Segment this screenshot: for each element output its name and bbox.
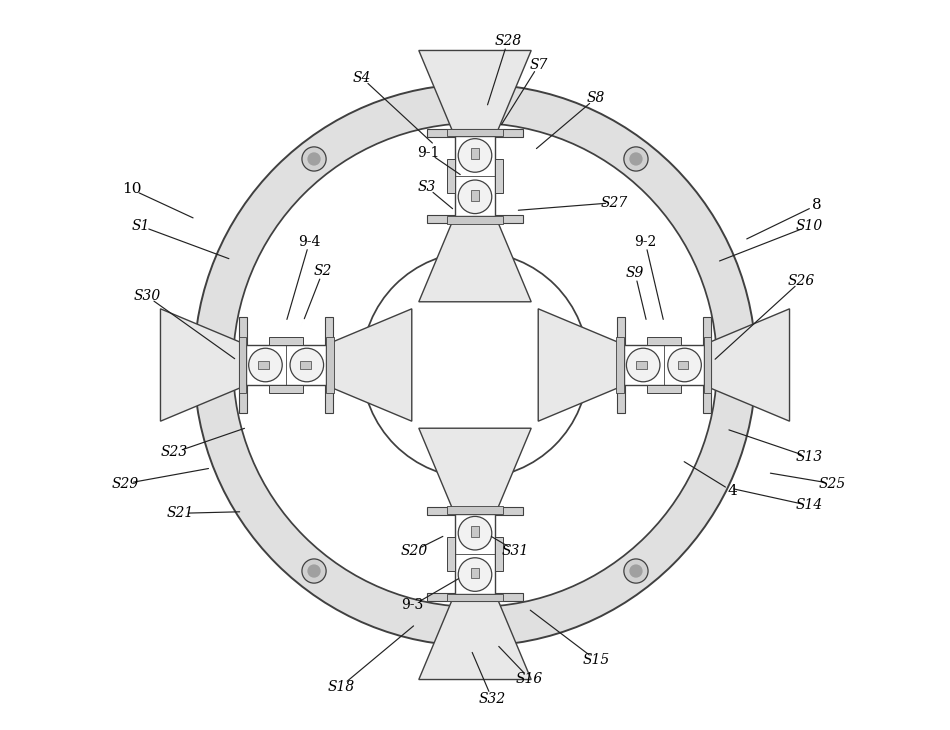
Text: S1: S1 bbox=[132, 219, 150, 233]
Circle shape bbox=[458, 516, 492, 550]
Polygon shape bbox=[238, 317, 248, 413]
Polygon shape bbox=[446, 507, 504, 514]
Polygon shape bbox=[427, 215, 523, 223]
Text: S16: S16 bbox=[516, 672, 543, 685]
Text: S23: S23 bbox=[161, 445, 188, 459]
Text: S25: S25 bbox=[819, 477, 846, 491]
Polygon shape bbox=[624, 345, 704, 385]
Text: S14: S14 bbox=[795, 499, 823, 512]
Polygon shape bbox=[419, 216, 531, 301]
Text: S4: S4 bbox=[352, 71, 371, 85]
Polygon shape bbox=[636, 361, 647, 369]
Polygon shape bbox=[269, 337, 303, 345]
Polygon shape bbox=[446, 128, 504, 137]
Polygon shape bbox=[427, 593, 523, 601]
Polygon shape bbox=[471, 148, 479, 159]
Circle shape bbox=[302, 559, 326, 583]
Polygon shape bbox=[446, 593, 504, 602]
Text: S27: S27 bbox=[600, 196, 628, 210]
Text: S29: S29 bbox=[112, 477, 139, 491]
Circle shape bbox=[626, 348, 660, 382]
Text: S3: S3 bbox=[417, 180, 436, 194]
Text: 9-3: 9-3 bbox=[402, 599, 424, 612]
Circle shape bbox=[308, 564, 321, 577]
Polygon shape bbox=[419, 429, 531, 514]
Text: S18: S18 bbox=[327, 680, 354, 693]
Text: 10: 10 bbox=[122, 182, 142, 196]
Text: S28: S28 bbox=[494, 34, 522, 48]
Circle shape bbox=[458, 558, 492, 591]
Polygon shape bbox=[495, 537, 504, 571]
Text: 9-4: 9-4 bbox=[298, 234, 321, 249]
Polygon shape bbox=[258, 361, 270, 369]
Polygon shape bbox=[677, 361, 689, 369]
Text: S31: S31 bbox=[502, 544, 529, 558]
Text: S10: S10 bbox=[795, 219, 823, 233]
Circle shape bbox=[458, 180, 492, 214]
Polygon shape bbox=[702, 317, 712, 413]
Polygon shape bbox=[617, 337, 624, 393]
Text: S15: S15 bbox=[582, 653, 610, 667]
Polygon shape bbox=[647, 337, 681, 345]
Text: 8: 8 bbox=[812, 198, 822, 212]
Text: S13: S13 bbox=[795, 450, 823, 464]
Polygon shape bbox=[269, 385, 303, 393]
Polygon shape bbox=[455, 514, 495, 593]
Polygon shape bbox=[704, 337, 712, 393]
Circle shape bbox=[290, 348, 324, 382]
Polygon shape bbox=[446, 216, 504, 223]
Polygon shape bbox=[300, 361, 311, 369]
Polygon shape bbox=[427, 129, 523, 137]
Polygon shape bbox=[495, 159, 504, 193]
Polygon shape bbox=[471, 190, 479, 201]
Polygon shape bbox=[617, 317, 625, 413]
Polygon shape bbox=[471, 526, 479, 537]
Polygon shape bbox=[326, 337, 333, 393]
Text: 9-2: 9-2 bbox=[634, 234, 656, 249]
Circle shape bbox=[629, 153, 642, 166]
Circle shape bbox=[458, 139, 492, 172]
Circle shape bbox=[629, 564, 642, 577]
Polygon shape bbox=[704, 309, 789, 421]
Polygon shape bbox=[427, 507, 523, 515]
Text: S7: S7 bbox=[530, 58, 548, 72]
Circle shape bbox=[624, 147, 648, 171]
Polygon shape bbox=[539, 309, 624, 421]
Circle shape bbox=[624, 559, 648, 583]
Polygon shape bbox=[238, 337, 246, 393]
Polygon shape bbox=[446, 537, 455, 571]
Polygon shape bbox=[246, 345, 326, 385]
Text: S21: S21 bbox=[166, 507, 194, 520]
Text: S30: S30 bbox=[134, 289, 161, 304]
Polygon shape bbox=[325, 317, 333, 413]
Polygon shape bbox=[471, 567, 479, 578]
Text: 9-1: 9-1 bbox=[417, 146, 439, 160]
Polygon shape bbox=[161, 309, 246, 421]
Polygon shape bbox=[194, 84, 756, 646]
Circle shape bbox=[249, 348, 282, 382]
Text: S26: S26 bbox=[788, 274, 815, 288]
Text: S2: S2 bbox=[314, 264, 332, 278]
Text: S32: S32 bbox=[479, 692, 505, 706]
Circle shape bbox=[668, 348, 701, 382]
Polygon shape bbox=[419, 50, 531, 137]
Circle shape bbox=[308, 153, 321, 166]
Text: S20: S20 bbox=[401, 544, 428, 558]
Polygon shape bbox=[326, 309, 411, 421]
Polygon shape bbox=[647, 385, 681, 393]
Text: S9: S9 bbox=[626, 266, 644, 280]
Polygon shape bbox=[446, 159, 455, 193]
Polygon shape bbox=[419, 593, 531, 680]
Circle shape bbox=[302, 147, 326, 171]
Text: 4: 4 bbox=[728, 485, 737, 499]
Text: S8: S8 bbox=[587, 91, 605, 105]
Polygon shape bbox=[455, 137, 495, 216]
